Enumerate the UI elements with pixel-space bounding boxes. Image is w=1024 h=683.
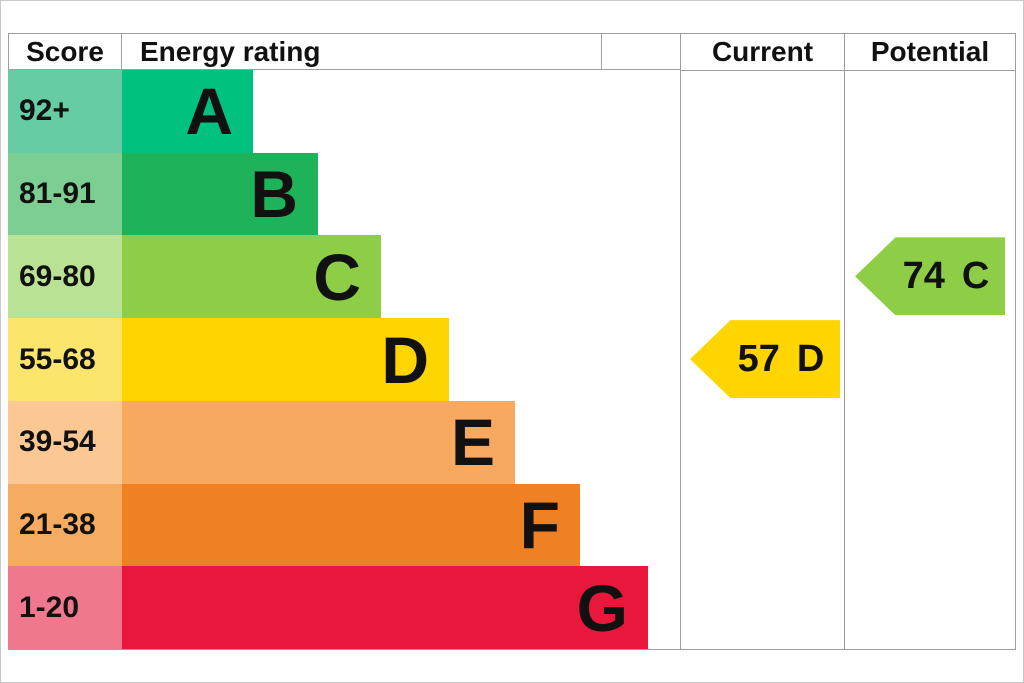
band-row-a: 92+ A — [8, 70, 680, 153]
current-rating-value: 57 — [737, 337, 780, 380]
current-column-header: Current — [681, 34, 844, 71]
score-range-e-label: 39-54 — [19, 425, 96, 459]
score-range-a: 92+ — [8, 70, 122, 153]
rating-letter-b: B — [250, 157, 298, 232]
band-row-b: 81-91 B — [8, 152, 680, 236]
score-header-label: Score — [26, 35, 104, 67]
potential-column-header: Potential — [845, 34, 1015, 71]
potential-rating-value: 74 — [902, 254, 945, 297]
band-row-d: 55-68 D — [8, 318, 680, 401]
band-row-e: 39-54 E — [8, 400, 680, 484]
band-row-g: 1-20 G — [8, 566, 680, 650]
current-header-label: Current — [711, 36, 814, 67]
rating-bar-c: C — [122, 235, 381, 319]
score-range-b-label: 81-91 — [19, 177, 96, 211]
score-range-a-label: 92+ — [19, 94, 70, 128]
chart-bottom-border — [8, 649, 681, 650]
rating-letter-f: F — [519, 487, 560, 562]
energy-rating-header-label: Energy rating — [140, 35, 321, 67]
potential-header-label: Potential — [870, 36, 990, 67]
rating-letter-d: D — [381, 322, 429, 397]
header-gap-border — [602, 33, 680, 70]
rating-letter-e: E — [450, 405, 495, 480]
energy-rating-column-header: Energy rating — [122, 33, 602, 70]
score-range-c-label: 69-80 — [19, 259, 96, 293]
rating-bar-g: G — [122, 566, 648, 650]
score-range-f: 21-38 — [8, 483, 122, 567]
rating-band-rows: 92+ A 81-91 B 69-80 C 55-68 D 39-54 E 21… — [8, 70, 680, 650]
score-range-d: 55-68 — [8, 318, 122, 401]
score-range-g: 1-20 — [8, 566, 122, 650]
current-rating-band: D — [796, 337, 825, 380]
score-column-header: Score — [8, 33, 122, 70]
rating-letter-g: G — [576, 570, 628, 645]
band-row-f: 21-38 F — [8, 483, 680, 567]
rating-bar-e: E — [122, 400, 515, 484]
score-range-g-label: 1-20 — [19, 590, 80, 624]
rating-bar-d: D — [122, 318, 449, 401]
potential-column: Potential — [845, 33, 1016, 650]
rating-letter-c: C — [313, 239, 361, 314]
rating-bar-a: A — [122, 70, 253, 153]
rating-bar-b: B — [122, 152, 318, 236]
score-range-d-label: 55-68 — [19, 342, 96, 376]
chart-area: Score Energy rating Current Potential 92… — [8, 33, 1016, 650]
score-range-c: 69-80 — [8, 235, 122, 319]
score-range-e: 39-54 — [8, 400, 122, 484]
rating-bar-f: F — [122, 483, 580, 567]
score-range-b: 81-91 — [8, 152, 122, 236]
score-range-f-label: 21-38 — [19, 507, 96, 541]
rating-letter-a: A — [185, 74, 233, 149]
band-row-c: 69-80 C — [8, 235, 680, 319]
potential-rating-band: C — [961, 254, 990, 297]
